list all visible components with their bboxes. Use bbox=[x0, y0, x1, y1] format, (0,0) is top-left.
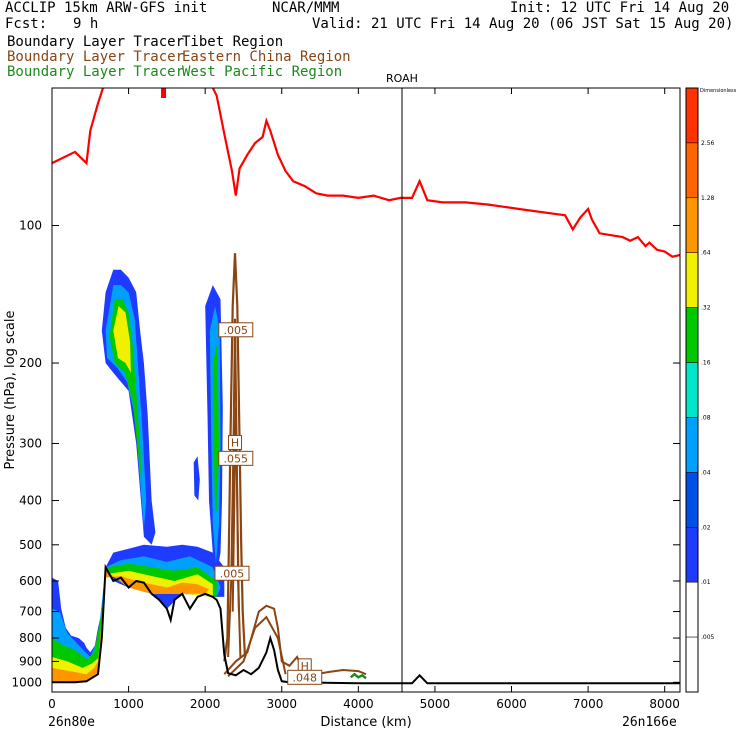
y-tick-label: 200 bbox=[19, 356, 42, 370]
legend-tibet-region: Tibet Region bbox=[182, 34, 284, 50]
tropopause-line bbox=[52, 88, 680, 258]
y-tick-label: 1000 bbox=[11, 675, 42, 689]
x-tick-label: 6000 bbox=[496, 697, 527, 711]
tracer-column-green bbox=[212, 342, 219, 511]
model-title: ACCLIP 15km ARW-GFS init bbox=[5, 0, 208, 16]
contour-label-box bbox=[218, 450, 254, 466]
colorbar-level-label: 1.28 bbox=[701, 195, 715, 202]
colorbar-swatch bbox=[685, 581, 699, 638]
forecast-value: 9 h bbox=[73, 16, 99, 32]
contour-label: .005 bbox=[220, 567, 245, 580]
y-axis-label: Pressure (hPa), log scale bbox=[3, 311, 18, 470]
x-tick-label: 5000 bbox=[420, 697, 451, 711]
colorbar-swatch bbox=[685, 362, 699, 418]
x-tick-label: 7000 bbox=[573, 697, 604, 711]
init-time: Init: 12 UTC Fri 14 Aug 20 bbox=[510, 0, 730, 16]
legend-china-label: Boundary Layer Tracer bbox=[7, 49, 185, 65]
colorbar-swatch bbox=[685, 197, 699, 253]
contour-label-box bbox=[218, 322, 254, 338]
plot-frame bbox=[51, 87, 681, 693]
contour-label: .048 bbox=[292, 671, 317, 684]
endpoint-right: 26n166e bbox=[622, 715, 677, 730]
endpoint-left: 26n80e bbox=[48, 715, 95, 730]
legend-tibet-label: Boundary Layer Tracer bbox=[7, 34, 185, 50]
colorbar-level-label: .005 bbox=[701, 634, 715, 641]
china-contour-low1 bbox=[223, 604, 306, 675]
forecast-label: Fcst: bbox=[5, 16, 48, 32]
colorbar-swatch bbox=[685, 527, 699, 583]
legend-pacific-label: Boundary Layer Tracer bbox=[7, 64, 185, 80]
contour-label-box bbox=[228, 434, 243, 450]
red-tick-mark bbox=[161, 88, 167, 98]
colorbar-swatch bbox=[685, 252, 699, 308]
x-tick-label: 2000 bbox=[190, 697, 221, 711]
legend-china-region: Eastern China Region bbox=[182, 49, 351, 65]
colorbar-level-label: .32 bbox=[701, 305, 711, 312]
colorbar-level-label: .02 bbox=[701, 524, 711, 531]
colorbar-level-label: .16 bbox=[701, 360, 711, 367]
colorbar-swatch bbox=[685, 87, 699, 144]
y-tick-label: 600 bbox=[19, 574, 42, 588]
colorbar-frame bbox=[685, 87, 699, 693]
colorbar-level-label: .04 bbox=[701, 469, 711, 476]
valid-time: Valid: 21 UTC Fri 14 Aug 20 (06 JST Sat … bbox=[312, 16, 734, 32]
y-tick-label: 500 bbox=[19, 538, 42, 552]
china-contour-low2 bbox=[227, 615, 287, 678]
colorbar-level-label: .08 bbox=[701, 414, 711, 421]
colorbar-swatch bbox=[685, 472, 699, 528]
tracer-plume-yellow bbox=[113, 306, 131, 373]
legend-pacific-region: West Pacific Region bbox=[182, 64, 343, 80]
colorbar-level-label: .01 bbox=[701, 579, 711, 586]
contour-label: H bbox=[301, 660, 309, 673]
contour-label: .005 bbox=[224, 324, 249, 337]
contour-label: .055 bbox=[224, 452, 249, 465]
y-tick-label: 800 bbox=[19, 631, 42, 645]
colorbar-level-label: 2.56 bbox=[701, 140, 715, 147]
tracer-blob-blue bbox=[193, 456, 200, 501]
y-tick-label: 900 bbox=[19, 654, 42, 668]
marker-label: ROAH bbox=[386, 72, 418, 85]
org-label: NCAR/MMM bbox=[272, 0, 340, 16]
colorbar-swatch bbox=[685, 142, 699, 199]
terrain-line bbox=[52, 563, 680, 685]
china-contour-core bbox=[231, 407, 240, 612]
x-tick-label: 8000 bbox=[649, 697, 680, 711]
colorbar-level-label: .64 bbox=[701, 250, 711, 257]
contour-label-box bbox=[214, 565, 250, 581]
y-tick-label: 100 bbox=[19, 219, 42, 233]
x-tick-label: 3000 bbox=[266, 697, 297, 711]
x-tick-label: 1000 bbox=[113, 697, 144, 711]
colorbar-swatch bbox=[685, 417, 699, 473]
colorbar-swatch bbox=[685, 307, 699, 363]
y-tick-label: 700 bbox=[19, 605, 42, 619]
pacific-contour bbox=[349, 672, 367, 680]
colorbar-title: Dimensionless bbox=[700, 88, 737, 94]
y-tick-label: 400 bbox=[19, 494, 42, 508]
y-tick-label: 300 bbox=[19, 436, 42, 450]
x-tick-label: 0 bbox=[48, 697, 56, 711]
contour-label-box bbox=[287, 669, 323, 685]
x-tick-label: 4000 bbox=[343, 697, 374, 711]
colorbar-swatch bbox=[685, 636, 699, 693]
tracer-shade-orange bbox=[52, 570, 209, 683]
x-axis-label: Distance (km) bbox=[320, 715, 411, 730]
contour-label: H bbox=[231, 436, 239, 449]
